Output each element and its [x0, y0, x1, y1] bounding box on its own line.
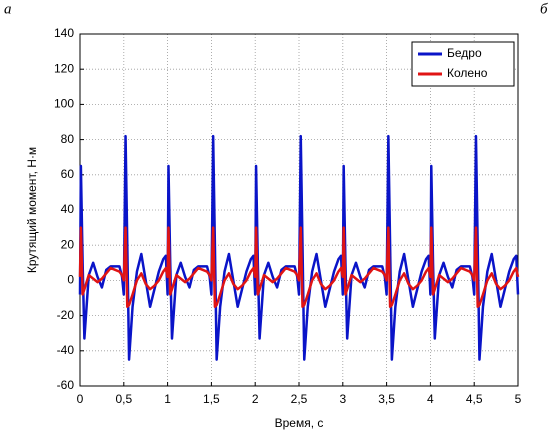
- y-tick-label: 40: [61, 202, 75, 216]
- y-tick-label: -60: [57, 378, 75, 392]
- y-tick-label: 80: [61, 132, 75, 146]
- panel-label: а: [4, 1, 12, 17]
- y-axis-label: Крутящий момент, Н·м: [25, 147, 39, 273]
- y-tick-label: 120: [54, 61, 74, 75]
- line-series: [78, 226, 520, 309]
- x-tick-label: 0: [77, 392, 84, 406]
- x-tick-label: 1,5: [203, 392, 220, 406]
- y-tick-label: 20: [61, 237, 75, 251]
- y-tick-label: 140: [54, 26, 74, 40]
- x-tick-label: 3,5: [378, 392, 395, 406]
- x-tick-label: 1: [164, 392, 171, 406]
- legend-label: Бедро: [447, 46, 482, 60]
- line-series: [78, 134, 520, 361]
- y-tick-label: -40: [57, 343, 75, 357]
- x-tick-label: 2: [252, 392, 259, 406]
- x-tick-label: 4,5: [466, 392, 483, 406]
- panel-label: б: [540, 1, 548, 17]
- y-tick-label: 100: [54, 97, 74, 111]
- x-axis-label: Время, с: [275, 416, 324, 430]
- y-tick-label: -20: [57, 308, 75, 322]
- y-tick-label: 0: [67, 273, 74, 287]
- x-tick-label: 0,5: [115, 392, 132, 406]
- legend-label: Колено: [447, 66, 488, 80]
- x-tick-label: 3: [339, 392, 346, 406]
- x-tick-label: 4: [427, 392, 434, 406]
- x-tick-label: 5: [515, 392, 522, 406]
- legend-box: [411, 41, 515, 87]
- y-tick-label: 60: [61, 167, 75, 181]
- x-tick-label: 2,5: [291, 392, 308, 406]
